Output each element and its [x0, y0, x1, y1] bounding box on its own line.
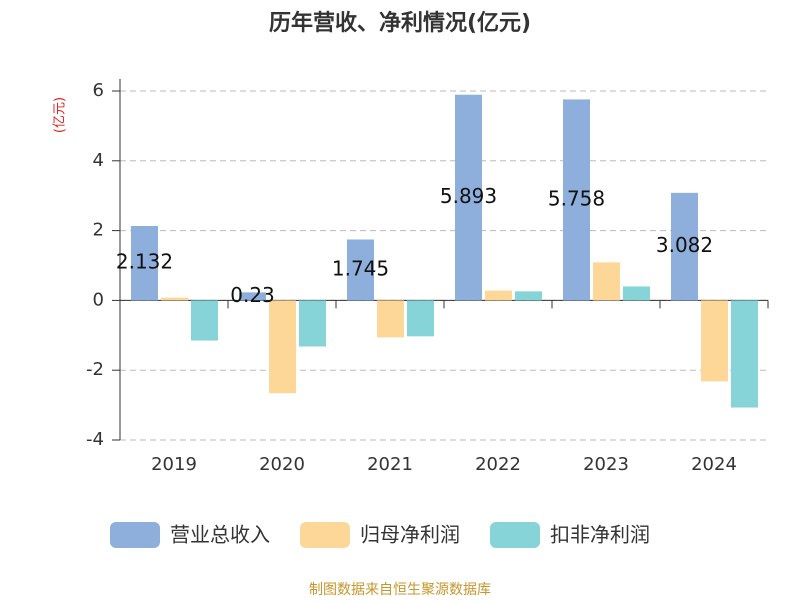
bar — [593, 262, 620, 301]
legend-swatch — [300, 522, 350, 548]
bar — [239, 292, 266, 301]
bar — [269, 300, 296, 394]
y-tick-label: 4 — [93, 150, 104, 171]
y-tick-label: 2 — [93, 220, 104, 241]
value-label: 3.082 — [656, 233, 713, 257]
x-tick-label: 2020 — [259, 454, 305, 475]
x-tick-label: 2021 — [367, 454, 413, 475]
y-tick-label: 6 — [93, 80, 104, 101]
source-note: 制图数据来自恒生聚源数据库 — [309, 582, 491, 598]
bar — [563, 99, 590, 301]
x-tick-label: 2024 — [691, 454, 737, 475]
value-label: 5.758 — [548, 186, 605, 210]
y-tick-label: 0 — [93, 289, 104, 310]
value-label: 0.23 — [230, 283, 275, 307]
bar — [377, 300, 404, 338]
bar — [671, 192, 698, 301]
y-tick-label: -4 — [86, 429, 104, 450]
bar — [347, 239, 374, 301]
bar — [731, 300, 758, 408]
chart-title: 历年营收、净利情况(亿元) — [269, 10, 531, 36]
legend-swatch — [490, 522, 540, 548]
value-label: 2.132 — [116, 250, 173, 274]
x-tick-label: 2019 — [151, 454, 197, 475]
bar — [455, 94, 482, 301]
y-tick-label: -2 — [86, 359, 104, 380]
bar — [623, 286, 650, 301]
bar — [407, 300, 434, 337]
bar — [485, 290, 512, 301]
bar — [161, 297, 188, 301]
bar — [701, 300, 728, 382]
value-label: 1.745 — [332, 256, 389, 280]
x-tick-label: 2022 — [475, 454, 521, 475]
value-label: 5.893 — [440, 184, 497, 208]
bar — [299, 300, 326, 347]
bar — [515, 291, 542, 301]
bar — [191, 300, 218, 341]
legend-label: 营业总收入 — [170, 523, 270, 547]
legend-label: 扣非净利润 — [550, 523, 650, 547]
bar — [131, 225, 158, 301]
y-axis-label: (亿元) — [53, 97, 68, 133]
legend-swatch — [110, 522, 160, 548]
x-tick-label: 2023 — [583, 454, 629, 475]
legend-label: 归母净利润 — [360, 523, 460, 547]
